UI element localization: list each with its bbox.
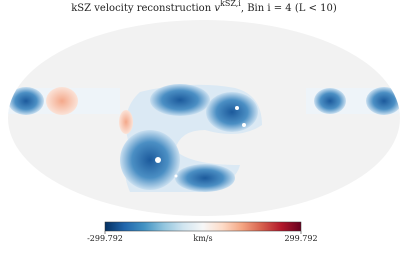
title-symbol: v xyxy=(214,3,220,14)
colorbar-tick-label: 299.792 xyxy=(284,234,317,243)
title-text: kSZ velocity reconstruction xyxy=(71,3,211,14)
velocity-field xyxy=(8,84,400,192)
map-title: kSZ velocity reconstruction vkSZ,i, Bin … xyxy=(71,0,337,14)
colorbar-tick-label: -299.792 xyxy=(87,234,123,243)
title-suffix: , Bin i = 4 (L < 10) xyxy=(241,3,337,14)
colorbar xyxy=(104,221,302,232)
colorbar-label: km/s xyxy=(193,234,212,243)
title-superscript: kSZ,i xyxy=(220,0,241,8)
